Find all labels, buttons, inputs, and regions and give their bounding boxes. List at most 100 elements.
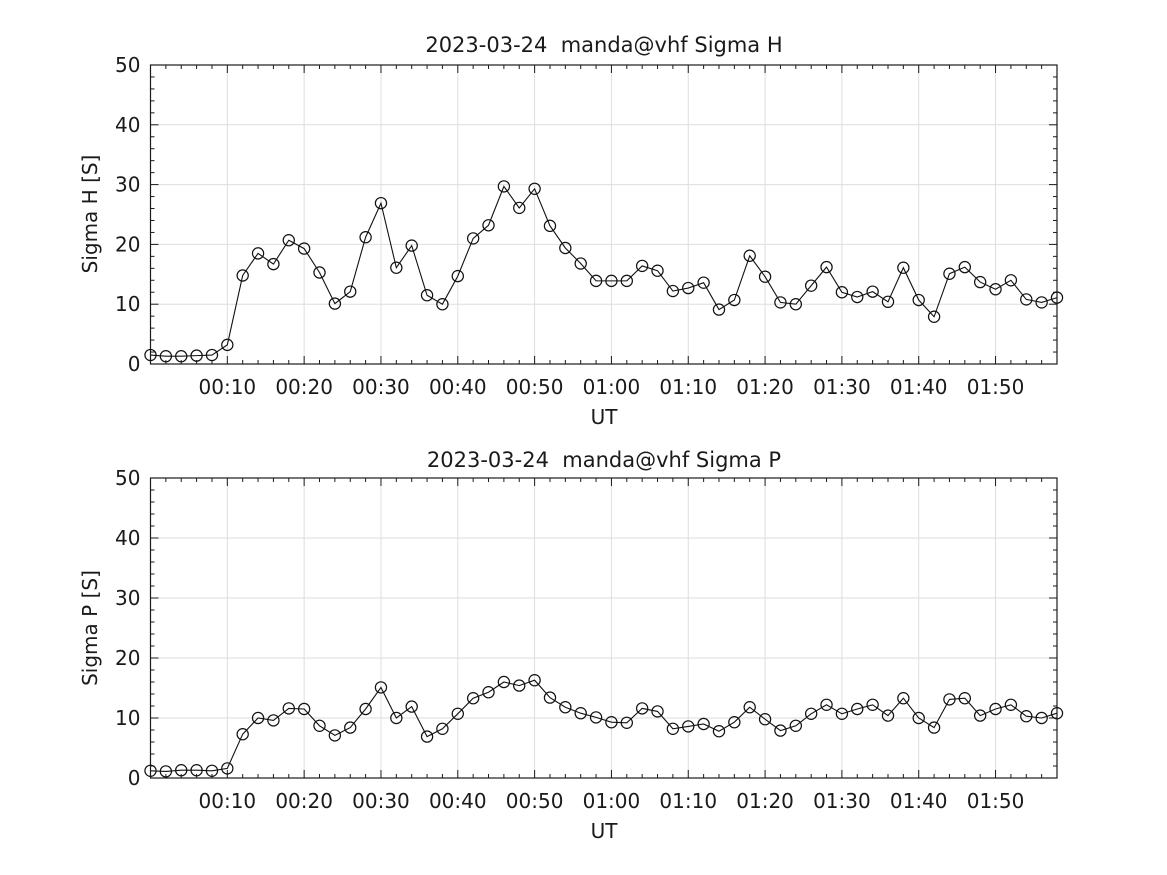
data-point [282,702,295,715]
x-tick-label: 00:40 [429,375,487,399]
data-point [1050,291,1064,304]
data-point [820,698,833,712]
data-point [605,274,618,288]
y-tick-label: 0 [128,352,141,376]
data-point [774,296,787,309]
tick-labels: 0 10 20 30 40 50 00:10 00:20 00:30 00:40 00:50 01:0… [115,53,1024,399]
data-point [897,261,910,274]
data-point [574,707,587,720]
data-point [451,269,464,283]
x-tick-label: 01:30 [813,375,871,399]
data-point [175,764,188,777]
data-point [344,721,357,734]
data-point [236,269,249,282]
data-point [513,679,526,692]
data-point [712,725,726,738]
data-point [420,730,434,743]
data-point [804,707,818,721]
data-markers [144,180,1064,363]
data-point [497,180,511,193]
x-tick-label: 01:50 [967,789,1025,813]
y-tick-label: 0 [128,766,141,790]
axes-box [149,64,1058,365]
data-point [1035,711,1048,725]
data-point [328,297,342,310]
data-point [958,260,972,274]
y-tick-label: 50 [115,53,140,77]
data-point [374,196,388,210]
data-markers [144,674,1064,778]
x-tick-label: 00:20 [275,789,333,813]
data-point [543,219,557,233]
sigma-p-title: 2023-03-24 manda@vhf Sigma P [427,448,781,472]
x-tick-label: 00:50 [506,789,564,813]
x-tick-label: 00:30 [352,789,410,813]
tick-labels: 0 10 20 30 40 50 00:10 00:20 00:30 00:40 00:50 01:0… [115,466,1024,813]
x-tick-label: 01:20 [736,789,794,813]
data-point [528,182,541,195]
x-tick-label: 01:10 [659,789,717,813]
data-point [436,298,449,311]
data-point [589,711,603,724]
data-point [390,261,403,274]
x-tick-label: 01:10 [659,375,717,399]
data-point [989,702,1002,716]
data-point [574,257,587,270]
data-point [943,267,956,280]
sigma-h-xaxis-label: UT [591,405,619,429]
data-point [297,702,311,716]
data-point [958,692,972,705]
data-point [559,701,572,714]
x-tick-label: 00:20 [275,375,333,399]
grid [150,65,1057,364]
y-tick-label: 10 [115,706,140,730]
x-tick-label: 01:50 [967,375,1025,399]
data-point [313,719,326,733]
data-point [620,716,633,730]
y-tick-label: 40 [115,526,140,550]
data-point [190,764,203,777]
sigma-h-yaxis-label: Sigma H [S] [78,155,102,274]
data-point [912,711,925,725]
data-point [251,247,265,260]
data-point [666,284,680,298]
data-point [344,285,357,298]
data-point [374,681,388,694]
data-point [820,260,833,274]
data-point [144,348,157,362]
x-tick-label: 00:30 [352,375,410,399]
data-point [635,702,649,715]
data-point [789,298,803,311]
data-point [881,709,895,722]
data-point [205,764,219,778]
data-point [989,283,1002,296]
data-point [359,702,372,716]
data-point [666,722,680,736]
data-point [513,201,526,215]
data-point [682,281,695,295]
y-tick-label: 20 [115,232,140,256]
data-point [851,702,864,716]
data-point [282,234,295,247]
data-point [175,350,188,363]
data-point [159,765,173,778]
data-point [1004,698,1018,712]
sigma-p-xaxis-label: UT [591,819,619,843]
sigma-h-plot: 0 10 20 30 40 50 00:10 00:20 00:30 00:40 00:50 01:0… [115,53,1064,399]
x-tick-label: 00:50 [506,375,564,399]
data-point [804,279,818,292]
data-point [912,293,925,307]
data-point [328,729,342,742]
data-point [758,270,772,283]
data-point [1004,274,1018,287]
data-point [1035,296,1048,309]
data-point [897,692,910,705]
data-point [881,295,895,309]
data-point [528,674,541,687]
data-point [866,698,879,712]
data-point [159,350,173,363]
data-point [205,348,219,362]
data-point [728,293,741,307]
